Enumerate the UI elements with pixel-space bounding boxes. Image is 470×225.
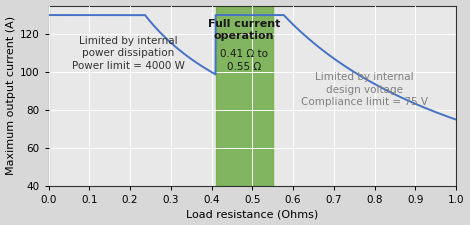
Bar xyxy=(216,6,273,186)
Text: Limited by internal
design voltage: Limited by internal design voltage xyxy=(315,72,414,94)
X-axis label: Load resistance (Ohms): Load resistance (Ohms) xyxy=(186,209,319,219)
Text: Power limit = 4000 W: Power limit = 4000 W xyxy=(71,61,184,71)
Text: Limited by internal
power dissipation: Limited by internal power dissipation xyxy=(78,36,177,58)
Text: Full current
operation: Full current operation xyxy=(208,19,281,41)
Text: Compliance limit = 75 V: Compliance limit = 75 V xyxy=(301,97,428,107)
Text: 0.41 Ω to
0.55 Ω: 0.41 Ω to 0.55 Ω xyxy=(220,49,268,72)
Y-axis label: Maximum output current (A): Maximum output current (A) xyxy=(6,16,16,176)
